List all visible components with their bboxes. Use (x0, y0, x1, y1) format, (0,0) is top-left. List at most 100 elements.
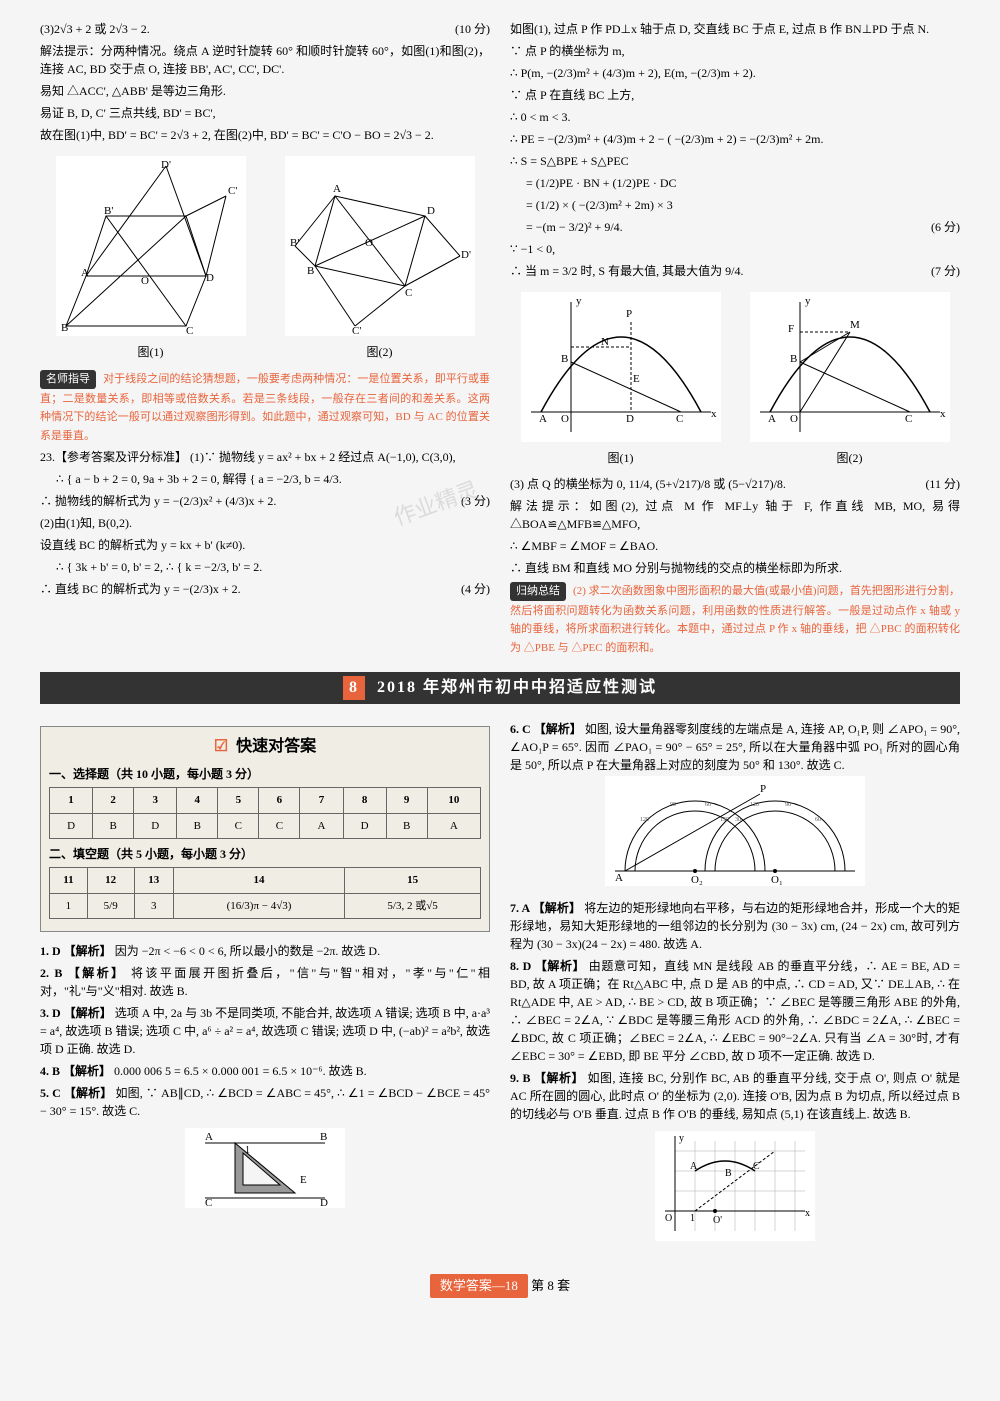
svg-text:90: 90 (785, 802, 791, 808)
r-p12-row: ∴ 当 m = 3/2 时, S 有最大值, 其最大值为 9/4. (7 分) (510, 262, 960, 280)
q23-p1-row: ∴ 抛物线的解析式为 y = −(2/3)x² + (4/3)x + 2. (3… (40, 492, 490, 510)
r-p13-row: (3) 点 Q 的横坐标为 0, 11/4, (5+√217)/8 或 (5−√… (510, 475, 960, 493)
answer-title-text: 快速对答案 (236, 738, 316, 755)
svg-text:A: A (539, 413, 547, 425)
t1-header-row: 12345678910 (50, 788, 481, 814)
q-num: 1. D (40, 944, 64, 958)
page-lower: ☑ 快速对答案 一、选择题（共 10 小题，每小题 3 分） 123456789… (40, 716, 960, 1254)
table-cell: 8 (343, 788, 386, 814)
summary-block: 归纳总结 (2) 求二次函数图象中图形面积的最大值(或最小值)问题，首先把图形进… (510, 581, 960, 656)
svg-text:P: P (760, 783, 766, 795)
q-num: 4. B (40, 1064, 63, 1078)
r-p2: ∵ 点 P 的横坐标为 m, (510, 42, 960, 60)
figure-pair-1: A D B C D' C' O B' 图(1) (40, 148, 490, 369)
svg-text:A: A (615, 872, 623, 884)
section-num: 8 (343, 676, 365, 700)
svg-text:90: 90 (670, 802, 676, 808)
svg-text:C: C (205, 1197, 212, 1208)
figure-1: A D B C D' C' O B' 图(1) (56, 156, 246, 361)
svg-text:A: A (333, 183, 341, 195)
q-num: 6. C (510, 722, 534, 736)
explanation-item: 2. B 【解析】 将该平面展开图折叠后，"信"与"智"相对，"孝"与"仁"相对… (40, 964, 490, 1000)
answer-sub1: 一、选择题（共 10 小题，每小题 3 分） (49, 765, 481, 783)
r-p11: ∵ −1 < 0, (510, 240, 960, 258)
svg-text:E: E (300, 1174, 307, 1186)
parabola-fig-1: x y O A C B P D E N 图(1) (521, 292, 721, 467)
svg-text:60: 60 (815, 817, 821, 823)
explanation-item: 1. D 【解析】 因为 −2π < −6 < 0 < 6, 所以最小的数是 −… (40, 942, 490, 960)
svg-text:D: D (427, 205, 435, 217)
table-cell: B (177, 813, 218, 839)
r-p14: 解法提示：如图(2), 过点 M 作 MF⊥y 轴于 F, 作直线 MB, MO… (510, 497, 960, 533)
analysis-label: 【解析】 (535, 959, 589, 973)
table-cell: (16/3)π − 4√3) (173, 893, 344, 919)
section-title: 2018 年郑州市初中中招适应性测试 (377, 679, 657, 696)
analysis-label: 【解析】 (63, 1064, 114, 1078)
parabola-fig-2: x y O A C B F M 图(2) (750, 292, 950, 467)
r-p10-score: (6 分) (931, 218, 960, 236)
svg-text:x: x (940, 408, 946, 420)
q23-eq1: ∴ { a − b + 2 = 0, 9a + 3b + 2 = 0, 解得 {… (40, 470, 490, 488)
svg-text:y: y (576, 295, 582, 307)
r-p10: = −(m − 3/2)² + 9/4. (510, 220, 623, 234)
q23-p4-score: (4 分) (461, 580, 490, 598)
svg-text:O: O (141, 275, 149, 287)
table-cell: A (300, 813, 343, 839)
svg-text:D': D' (461, 249, 471, 261)
table-cell: 5 (218, 788, 259, 814)
table-cell: 7 (300, 788, 343, 814)
triangle-ruler-fig: A B C D E 1 (40, 1128, 490, 1213)
svg-text:O: O (561, 413, 569, 425)
svg-text:O: O (365, 237, 373, 249)
analysis-label: 【解析】 (534, 1071, 587, 1085)
analysis-label: 【解析】 (534, 722, 585, 736)
svg-text:D: D (320, 1197, 328, 1208)
analysis-label: 【解析】 (64, 1006, 115, 1020)
table-cell: A (427, 813, 480, 839)
q23-eq2: ∴ { 3k + b' = 0, b' = 2, ∴ { k = −2/3, b… (40, 558, 490, 576)
q-num: 8. D (510, 959, 535, 973)
svg-text:30: 30 (735, 817, 741, 823)
grid-fig: O 1 x y A B C O' (510, 1131, 960, 1246)
left-column: (3)2√3 + 2 或 2√3 − 2. (10 分) 解法提示：分两种情况。… (40, 20, 490, 660)
parabola-svg-2: x y O A C B F M (750, 292, 950, 442)
lower-left: ☑ 快速对答案 一、选择题（共 10 小题，每小题 3 分） 123456789… (40, 716, 490, 1254)
svg-text:D: D (206, 272, 214, 284)
geom-fig-1: A D B C D' C' O B' (56, 156, 246, 336)
svg-text:O: O (665, 1213, 672, 1224)
right-column: 如图(1), 过点 P 作 PD⊥x 轴于点 D, 交直线 BC 于点 E, 过… (510, 20, 960, 660)
q23-p3: 设直线 BC 的解析式为 y = kx + b' (k≠0). (40, 536, 490, 554)
svg-text:150: 150 (720, 817, 729, 823)
q-num: 7. A (510, 901, 533, 915)
svg-text:O: O (790, 413, 798, 425)
t2-data-row: 15/93(16/3)π − 4√3)5/3, 2 或√5 (50, 893, 481, 919)
q23-p1: ∴ 抛物线的解析式为 y = −(2/3)x² + (4/3)x + 2. (40, 494, 276, 508)
q23-p4-row: ∴ 直线 BC 的解析式为 y = −(2/3)x + 2. (4 分) (40, 580, 490, 598)
parabola-figs: x y O A C B P D E N 图(1) (510, 284, 960, 475)
r-p16: ∴ 直线 BM 和直线 MO 分别与抛物线的交点的横坐标即为所求. (510, 559, 960, 577)
svg-text:C: C (676, 413, 683, 425)
analysis-text: 0.000 006 5 = 6.5 × 0.000 001 = 6.5 × 10… (114, 1064, 367, 1078)
protractor-svg: A O₂ O₁ P 120906030 1501209060 (605, 776, 865, 886)
q23-p2: (2)由(1)知, B(0,2). (40, 514, 490, 532)
analysis-label: 【解析】 (64, 944, 115, 958)
table-cell: 9 (386, 788, 427, 814)
svg-text:B: B (561, 353, 568, 365)
ruler-svg: A B C D E 1 (185, 1128, 345, 1208)
p3: 易知 △ACC', △ABB' 是等边三角形. (40, 82, 490, 100)
q-num: 3. D (40, 1006, 64, 1020)
r-p6: ∴ PE = −(2/3)m² + (4/3)m + 2 − ( −(2/3)m… (510, 130, 960, 148)
svg-text:C: C (405, 287, 412, 299)
section-header: 8 2018 年郑州市初中中招适应性测试 (40, 672, 960, 704)
geom-fig-2: A D B' B C C' D' O (285, 156, 475, 336)
table-cell: 4 (177, 788, 218, 814)
svg-text:y: y (679, 1133, 684, 1144)
r-p15: ∴ ∠MBF = ∠MOF = ∠BAO. (510, 537, 960, 555)
table-cell: 3 (134, 893, 173, 919)
table-cell: 6 (259, 788, 300, 814)
answer-box: ☑ 快速对答案 一、选择题（共 10 小题，每小题 3 分） 123456789… (40, 726, 490, 932)
analysis-text: 因为 −2π < −6 < 0 < 6, 所以最小的数是 −2π. 故选 D. (115, 944, 380, 958)
svg-text:A: A (81, 267, 89, 279)
svg-text:B': B' (104, 205, 113, 217)
svg-text:B: B (725, 1168, 732, 1179)
